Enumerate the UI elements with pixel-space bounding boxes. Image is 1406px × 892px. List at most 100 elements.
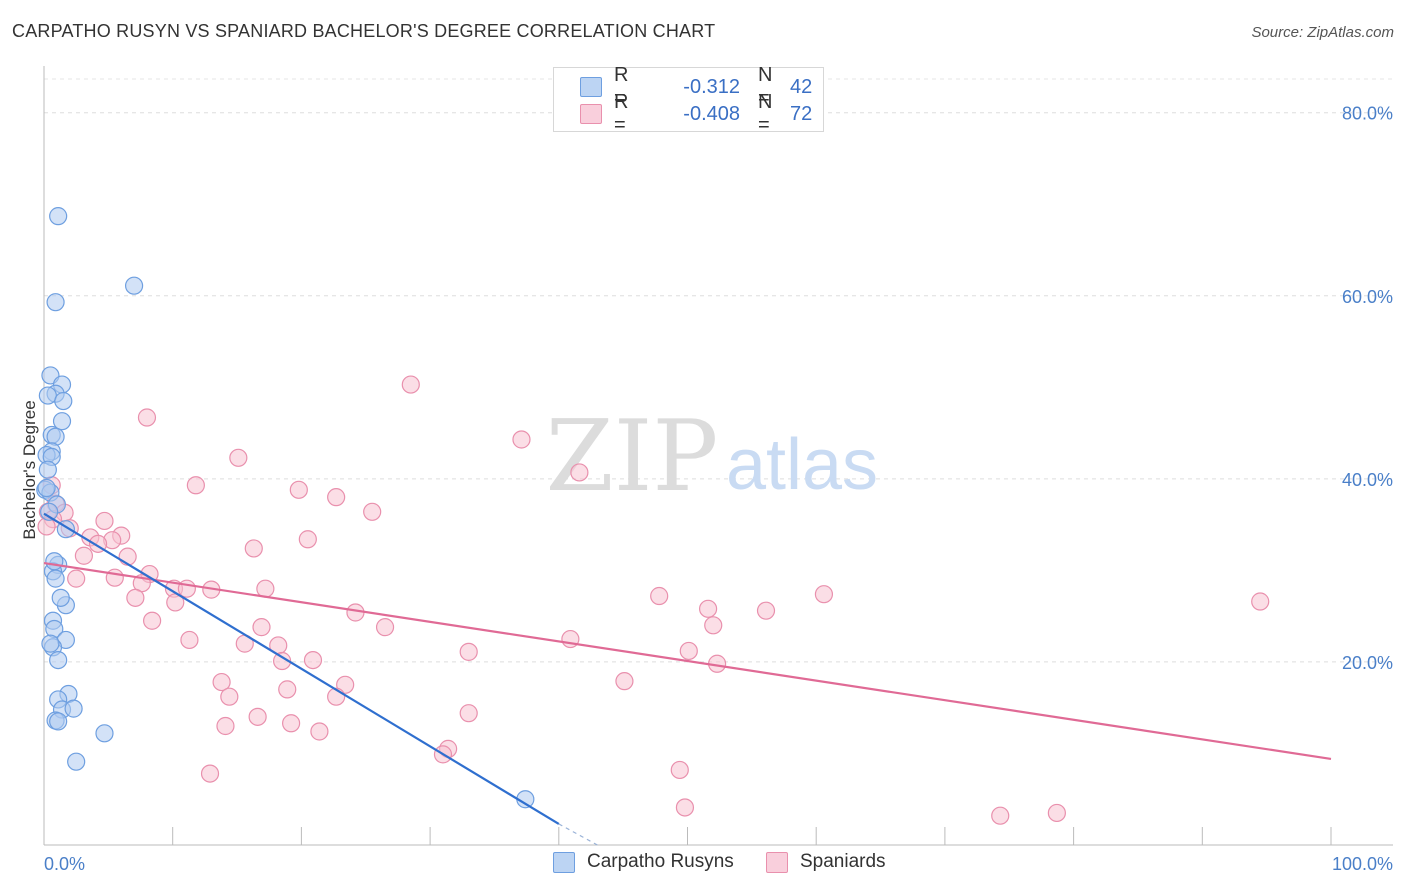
data-point-spaniards [177, 579, 196, 598]
legend-swatch-blue [553, 851, 575, 873]
data-point-spaniards [615, 672, 634, 691]
watermark-atlas: atlas [726, 425, 878, 505]
data-point-carpatho-rusyns [37, 478, 56, 498]
data-point-carpatho-rusyns [52, 412, 72, 431]
data-point-spaniards [137, 408, 157, 427]
legend-n-label: N = [758, 64, 773, 109]
legend-item-carpatho-rusyns[interactable]: Carpatho Rusyns [553, 851, 734, 873]
data-point-spaniards [229, 448, 248, 467]
legend-label-carpatho-rusyns: Carpatho Rusyns [587, 851, 734, 872]
data-point-spaniards [248, 707, 267, 726]
data-point-spaniards [180, 630, 199, 650]
data-point-carpatho-rusyns [46, 293, 65, 312]
data-point-spaniards [67, 569, 86, 588]
data-point-spaniards [74, 546, 93, 565]
data-point-spaniards [1251, 592, 1270, 611]
data-point-spaniards [756, 601, 776, 620]
source-label: Source: ZipAtlas.com [1251, 24, 1394, 41]
data-point-spaniards [143, 611, 162, 630]
x-tick-label: 0.0% [44, 854, 85, 874]
data-point-spaniards [512, 430, 531, 449]
data-point-carpatho-rusyns [64, 699, 83, 718]
legend-r-value: -0.408 [683, 102, 740, 125]
data-point-spaniards [570, 463, 589, 482]
carpatho-rusyns-points [36, 207, 535, 809]
data-point-spaniards [200, 764, 220, 783]
data-point-spaniards [216, 716, 235, 736]
data-point-carpatho-rusyns [49, 650, 68, 670]
data-point-carpatho-rusyns [49, 207, 68, 226]
data-point-carpatho-rusyns [41, 634, 60, 653]
data-point-spaniards [346, 603, 365, 622]
data-point-spaniards [105, 568, 124, 587]
legend-n-value: 42 [790, 75, 813, 98]
legend-label-spaniards: Spaniards [800, 851, 886, 872]
watermark-zip: ZIP [546, 400, 719, 514]
data-point-spaniards [186, 476, 205, 495]
data-point-spaniards [650, 586, 669, 606]
data-point-spaniards [220, 687, 239, 706]
chart-title: CARPATHO RUSYN VS SPANIARD BACHELOR'S DE… [12, 21, 716, 41]
y-tick-label: 20.0% [1342, 653, 1393, 673]
data-point-carpatho-rusyns [45, 552, 64, 571]
legend-n-label: N = [758, 91, 773, 136]
data-point-spaniards [126, 588, 145, 607]
data-point-carpatho-rusyns [40, 502, 59, 521]
y-tick-label: 80.0% [1342, 104, 1393, 124]
legend-row-spaniards: R = -0.408 N = 72 [580, 91, 813, 136]
data-point-carpatho-rusyns [49, 712, 68, 731]
stats-legend: R = -0.312 N = 42 R = -0.408 N = 72 [553, 64, 824, 136]
data-point-spaniards [256, 579, 275, 598]
tick-labels: 20.0% 40.0% 60.0% 80.0% 0.0% 100.0% [44, 104, 1393, 874]
data-point-spaniards [1047, 803, 1066, 823]
data-point-carpatho-rusyns [67, 752, 86, 771]
data-point-spaniards [212, 672, 231, 692]
x-tick-label: 100.0% [1332, 854, 1393, 874]
data-point-spaniards [375, 618, 395, 637]
data-point-spaniards [95, 511, 114, 531]
legend-row-carpatho-rusyns: R = -0.312 N = 42 [580, 64, 813, 109]
data-point-spaniards [278, 680, 297, 699]
trend-line-carpatho-rusyns [43, 512, 560, 825]
legend-swatch-pink [580, 104, 602, 124]
legend-r-value: -0.312 [683, 75, 740, 98]
y-tick-label: 40.0% [1342, 470, 1393, 490]
y-tick-label: 60.0% [1342, 287, 1393, 307]
data-point-carpatho-rusyns [38, 460, 57, 479]
data-point-spaniards [327, 488, 346, 507]
data-point-carpatho-rusyns [51, 588, 70, 607]
trend-line-extension [558, 823, 598, 846]
legend-r-label: R = [614, 91, 629, 136]
watermark: ZIP atlas [546, 400, 878, 514]
data-point-spaniards [363, 502, 382, 521]
legend-swatch-blue [580, 77, 602, 97]
data-point-carpatho-rusyns [46, 569, 65, 588]
data-point-spaniards [298, 530, 317, 549]
data-point-spaniards [303, 650, 323, 670]
data-point-spaniards [252, 618, 271, 637]
data-point-carpatho-rusyns [95, 724, 114, 743]
data-point-carpatho-rusyns [124, 276, 144, 295]
data-point-spaniards [289, 480, 308, 499]
data-point-spaniards [459, 642, 478, 661]
data-point-spaniards [679, 641, 698, 661]
legend-n-value: 72 [790, 102, 813, 125]
data-point-spaniards [675, 798, 695, 817]
data-point-spaniards [670, 760, 689, 780]
axes [43, 66, 1393, 846]
data-point-spaniards [244, 539, 263, 558]
data-point-spaniards [459, 704, 478, 723]
data-point-spaniards [704, 616, 723, 635]
legend-swatch-pink [766, 851, 788, 873]
series-legend: Carpatho Rusyns Spaniards [0, 851, 1406, 877]
data-point-carpatho-rusyns [54, 391, 73, 411]
data-point-spaniards [698, 599, 718, 618]
data-point-spaniards [814, 585, 834, 604]
grid-lines [44, 78, 1393, 663]
legend-item-spaniards[interactable]: Spaniards [766, 851, 886, 873]
data-point-spaniards [118, 547, 137, 566]
data-point-spaniards [310, 722, 329, 741]
trend-lines [43, 512, 1332, 846]
legend-r-label: R = [614, 64, 629, 109]
